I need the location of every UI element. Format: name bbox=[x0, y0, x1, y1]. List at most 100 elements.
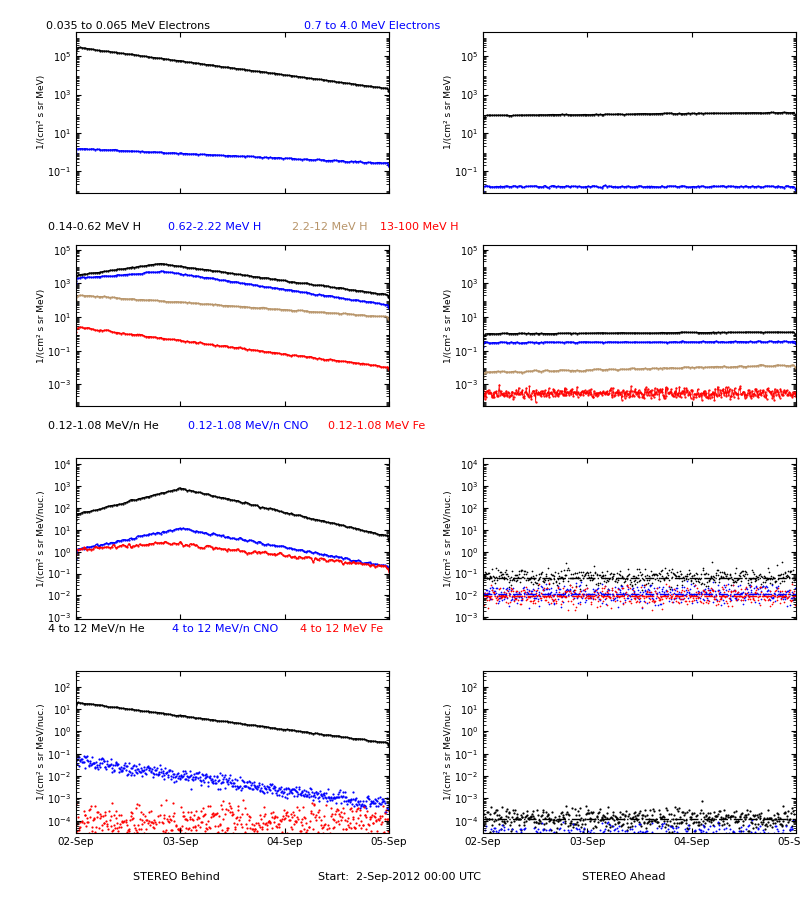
Point bbox=[220, 774, 233, 788]
Point bbox=[632, 562, 645, 577]
Point bbox=[608, 574, 621, 589]
Point bbox=[575, 590, 588, 604]
Point bbox=[76, 752, 89, 766]
Point bbox=[509, 590, 522, 605]
Point bbox=[144, 818, 157, 832]
Point bbox=[708, 819, 721, 833]
Point bbox=[638, 573, 650, 588]
Point bbox=[538, 575, 550, 590]
Point bbox=[642, 830, 655, 844]
Point bbox=[777, 590, 790, 605]
Point bbox=[310, 787, 323, 801]
Point bbox=[706, 569, 719, 583]
Point bbox=[214, 782, 226, 796]
Point bbox=[551, 591, 564, 606]
Point bbox=[619, 571, 632, 585]
Point bbox=[321, 794, 334, 808]
Point bbox=[536, 803, 549, 817]
Point bbox=[618, 575, 630, 590]
Point bbox=[518, 580, 530, 594]
Point bbox=[477, 570, 490, 584]
Point bbox=[525, 574, 538, 589]
Point bbox=[185, 768, 198, 782]
Point bbox=[222, 777, 235, 791]
Point bbox=[757, 814, 770, 829]
Point bbox=[102, 759, 114, 773]
Point bbox=[238, 827, 250, 842]
Point bbox=[647, 568, 660, 582]
Point bbox=[177, 809, 190, 824]
Point bbox=[687, 806, 700, 820]
Point bbox=[541, 835, 554, 850]
Point bbox=[742, 589, 754, 603]
Point bbox=[738, 590, 751, 604]
Point bbox=[478, 568, 490, 582]
Point bbox=[558, 823, 570, 837]
Point bbox=[537, 573, 550, 588]
Point bbox=[619, 587, 632, 601]
Point bbox=[602, 582, 615, 597]
Point bbox=[559, 585, 572, 599]
Point bbox=[161, 768, 174, 782]
Point bbox=[578, 583, 590, 598]
Point bbox=[690, 580, 703, 595]
Point bbox=[247, 775, 260, 789]
Point bbox=[570, 576, 582, 590]
Point bbox=[710, 590, 722, 604]
Point bbox=[674, 832, 686, 846]
Point bbox=[715, 598, 728, 612]
Point bbox=[172, 822, 185, 836]
Point bbox=[237, 837, 250, 851]
Point bbox=[509, 584, 522, 598]
Point bbox=[591, 830, 604, 844]
Point bbox=[602, 581, 615, 596]
Point bbox=[290, 779, 302, 794]
Point bbox=[605, 587, 618, 601]
Point bbox=[296, 812, 309, 826]
Point bbox=[550, 589, 563, 603]
Point bbox=[208, 770, 221, 784]
Point bbox=[562, 588, 574, 602]
Point bbox=[745, 595, 758, 609]
Point bbox=[564, 578, 577, 592]
Point bbox=[557, 595, 570, 609]
Point bbox=[597, 808, 610, 823]
Point bbox=[297, 799, 310, 814]
Point bbox=[651, 814, 664, 829]
Point bbox=[580, 828, 593, 842]
Point bbox=[91, 805, 104, 819]
Point bbox=[561, 829, 574, 843]
Point bbox=[770, 593, 783, 608]
Point bbox=[711, 567, 724, 581]
Point bbox=[524, 586, 537, 600]
Point bbox=[90, 758, 103, 772]
Point bbox=[343, 802, 356, 816]
Point bbox=[283, 784, 296, 798]
Point bbox=[280, 808, 293, 823]
Point bbox=[780, 570, 793, 584]
Point bbox=[761, 811, 774, 825]
Point bbox=[724, 567, 737, 581]
Point bbox=[576, 817, 589, 832]
Point bbox=[716, 570, 729, 584]
Point bbox=[532, 589, 545, 603]
Point bbox=[134, 761, 147, 776]
Point bbox=[564, 571, 577, 585]
Point bbox=[270, 786, 282, 800]
Point bbox=[738, 564, 751, 579]
Point bbox=[687, 567, 700, 581]
Point bbox=[500, 814, 513, 828]
Point bbox=[485, 591, 498, 606]
Text: 4 to 12 MeV/n He: 4 to 12 MeV/n He bbox=[48, 624, 145, 634]
Point bbox=[674, 592, 687, 607]
Point bbox=[240, 775, 253, 789]
Point bbox=[477, 806, 490, 821]
Point bbox=[686, 806, 699, 821]
Point bbox=[784, 564, 797, 579]
Point bbox=[350, 790, 363, 805]
Point bbox=[88, 811, 101, 825]
Point bbox=[689, 823, 702, 837]
Point bbox=[312, 824, 325, 839]
Point bbox=[306, 823, 319, 837]
Point bbox=[234, 783, 247, 797]
